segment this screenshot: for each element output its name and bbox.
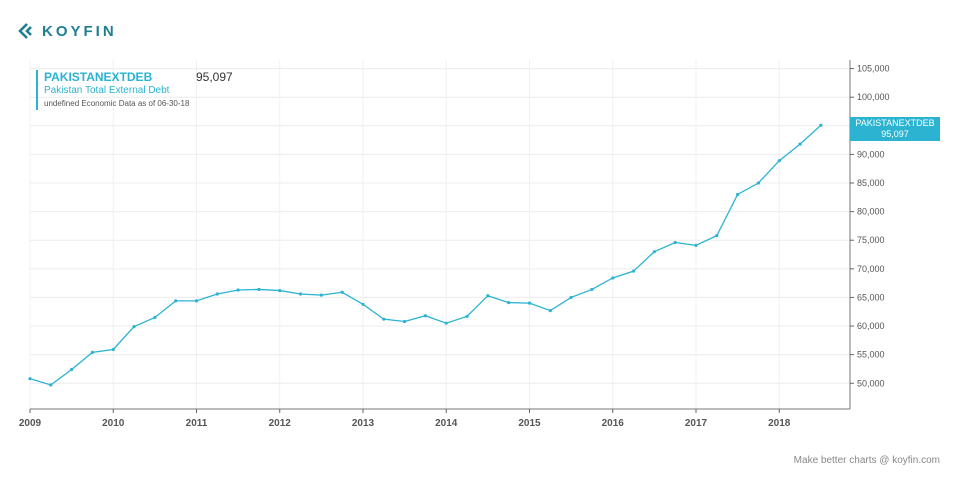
data-point [444,321,448,325]
y-axis-ticks: 50,000 55,000 60,000 65,000 70,000 75,000 80,0… [850,64,890,388]
y-tick-label: 90,000 [857,149,885,159]
data-point [715,234,719,238]
badge-symbol: PAKISTANEXTDEB [855,118,935,128]
plot-area [28,123,823,387]
x-axis-ticks: 2009 2010 2011 2012 2013 2014 2015 2016 2017 2018 [19,409,791,429]
data-point [777,159,781,163]
axes [30,60,851,410]
x-tick-label: 2018 [768,418,791,429]
series-line [29,124,822,386]
data-point [111,347,115,352]
data-point [174,299,178,303]
x-tick-label: 2013 [352,418,375,429]
x-tick-label: 2016 [602,418,625,429]
x-tick-label: 2015 [518,418,541,429]
data-point [403,319,407,324]
x-tick-label: 2009 [19,418,42,429]
data-point [70,367,74,372]
x-tick-label: 2012 [269,418,292,429]
data-point [673,240,677,245]
data-point [507,300,511,305]
data-point [465,314,469,318]
data-point [257,287,261,292]
legend-value: 95,097 [196,70,233,84]
data-point [590,287,594,292]
data-point [28,377,32,381]
gridlines [29,60,850,409]
data-point [215,292,219,296]
y-tick-label: 70,000 [857,264,885,274]
legend-series-name: Pakistan Total External Debt [44,85,170,96]
data-point [319,293,323,297]
data-point [694,243,698,247]
y-tick-label: 55,000 [857,350,885,360]
data-point [631,269,636,273]
y-tick-label: 105,000 [857,64,890,74]
data-point [569,295,573,300]
data-point [798,142,802,146]
legend-as-of: undefined Economic Data as of 06-30-18 [44,99,190,108]
data-point [736,192,740,197]
data-point [340,290,344,294]
footer-credit[interactable]: Make better charts @ koyfin.com [793,455,940,466]
data-point [361,302,365,306]
chart-legend: PAKISTANEXTDEB 95,097 Pakistan Total Ext… [36,70,233,110]
data-point [382,317,386,321]
logo-text: KOYFIN [42,22,117,40]
y-tick-label: 85,000 [857,178,885,188]
x-tick-label: 2011 [186,418,208,429]
data-point [194,299,199,303]
koyfin-logo-icon [18,23,32,39]
data-point [236,288,240,292]
y-tick-label: 65,000 [857,292,885,302]
data-point [611,276,615,280]
y-tick-label: 100,000 [857,92,890,102]
data-point [278,288,282,293]
data-point [153,315,157,320]
data-point [756,181,761,185]
data-point [819,123,823,127]
x-tick-label: 2017 [685,418,708,429]
koyfin-logo: KOYFIN [18,22,117,40]
y-tick-label: 60,000 [857,321,885,331]
data-point [548,308,552,313]
data-point [527,301,532,305]
y-tick-label: 80,000 [857,207,885,217]
data-point [423,314,428,318]
y-tick-label: 75,000 [857,235,885,245]
x-tick-label: 2010 [102,418,125,429]
data-point [298,292,303,296]
badge-value: 95,097 [881,129,909,139]
data-point [486,294,490,298]
data-point [49,383,53,387]
data-point [132,325,136,329]
data-point [90,350,95,354]
data-point [652,250,656,254]
legend-symbol: PAKISTANEXTDEB [44,70,153,84]
x-tick-label: 2014 [435,418,458,429]
last-value-badge: PAKISTANEXTDEB 95,097 [850,117,940,141]
y-tick-label: 50,000 [857,378,885,388]
